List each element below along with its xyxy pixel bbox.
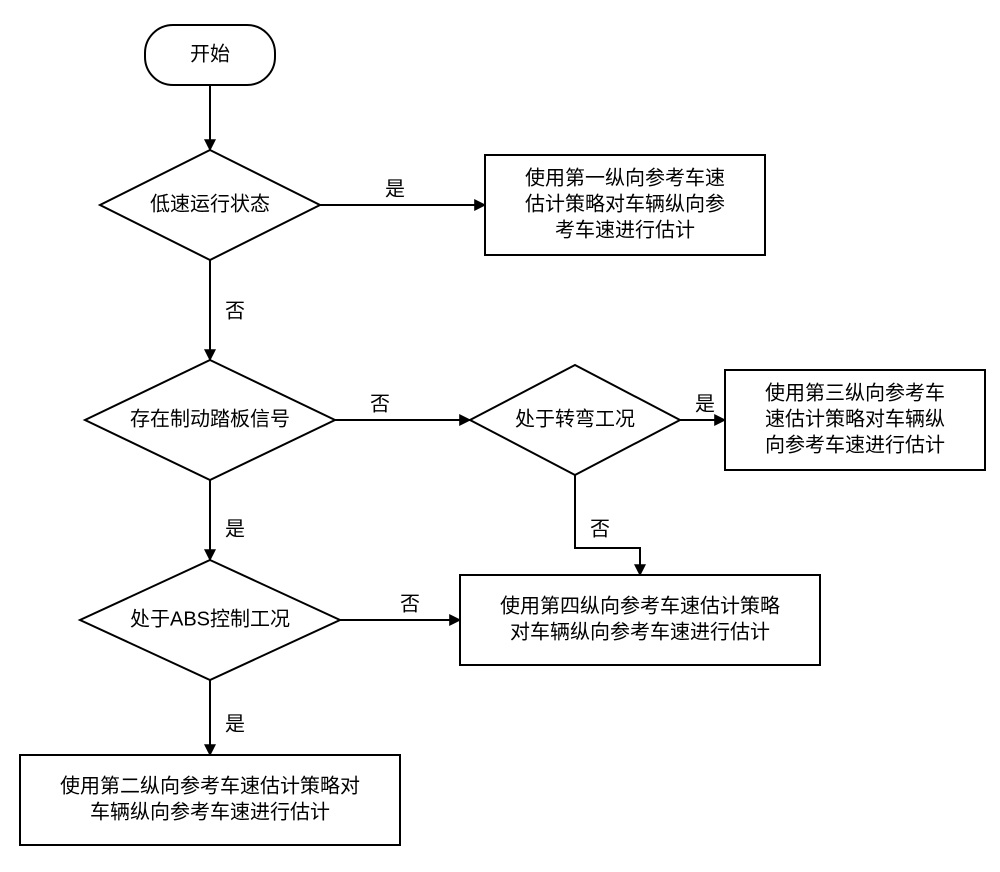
node-p4: 使用第四纵向参考车速估计策略对车辆纵向参考车速进行估计 xyxy=(460,575,820,665)
node-start: 开始 xyxy=(145,25,275,85)
node-d1-text-0: 低速运行状态 xyxy=(150,192,270,215)
node-p1-text-2: 考车速进行估计 xyxy=(555,218,695,241)
node-p1-text-0: 使用第一纵向参考车速 xyxy=(525,166,725,189)
node-d2-text-0: 存在制动踏板信号 xyxy=(130,407,290,430)
node-p3: 使用第三纵向参考车速估计策略对车辆纵向参考车速进行估计 xyxy=(725,370,985,470)
edge-label-d4-p2: 是 xyxy=(225,713,245,735)
edge-label-d2-d4: 是 xyxy=(225,518,245,540)
node-p4-text-1: 对车辆纵向参考车速进行估计 xyxy=(510,620,770,643)
node-d3: 处于转弯工况 xyxy=(470,365,680,475)
node-d3-text-0: 处于转弯工况 xyxy=(515,407,635,430)
node-d4-text-0: 处于ABS控制工况 xyxy=(130,607,290,630)
node-p2: 使用第二纵向参考车速估计策略对车辆纵向参考车速进行估计 xyxy=(20,755,400,845)
edge-label-d1-p1: 是 xyxy=(385,178,405,200)
node-p2-text-1: 车辆纵向参考车速进行估计 xyxy=(90,800,330,823)
node-p3-text-2: 向参考车速进行估计 xyxy=(765,433,945,456)
node-start-text-0: 开始 xyxy=(190,42,230,65)
node-p3-text-1: 速估计策略对车辆纵 xyxy=(765,407,945,430)
node-d4: 处于ABS控制工况 xyxy=(80,560,340,680)
edge-label-d3-p4: 否 xyxy=(590,518,610,540)
edge-label-d2-d3: 否 xyxy=(370,393,390,415)
node-p4-text-0: 使用第四纵向参考车速估计策略 xyxy=(500,594,780,617)
node-d2: 存在制动踏板信号 xyxy=(85,360,335,480)
edge-label-d3-p3: 是 xyxy=(695,393,715,415)
node-p2-text-0: 使用第二纵向参考车速估计策略对 xyxy=(60,774,360,797)
node-p1: 使用第一纵向参考车速估计策略对车辆纵向参考车速进行估计 xyxy=(485,155,765,255)
edge-label-d4-p4: 否 xyxy=(400,593,420,615)
flowchart-canvas: 是否否是否是否是开始低速运行状态使用第一纵向参考车速估计策略对车辆纵向参考车速进… xyxy=(0,0,1000,872)
node-p1-text-1: 估计策略对车辆纵向参 xyxy=(525,192,725,215)
edge-label-d1-d2: 否 xyxy=(225,300,245,322)
node-p3-text-0: 使用第三纵向参考车 xyxy=(765,381,945,404)
node-d1: 低速运行状态 xyxy=(100,150,320,260)
